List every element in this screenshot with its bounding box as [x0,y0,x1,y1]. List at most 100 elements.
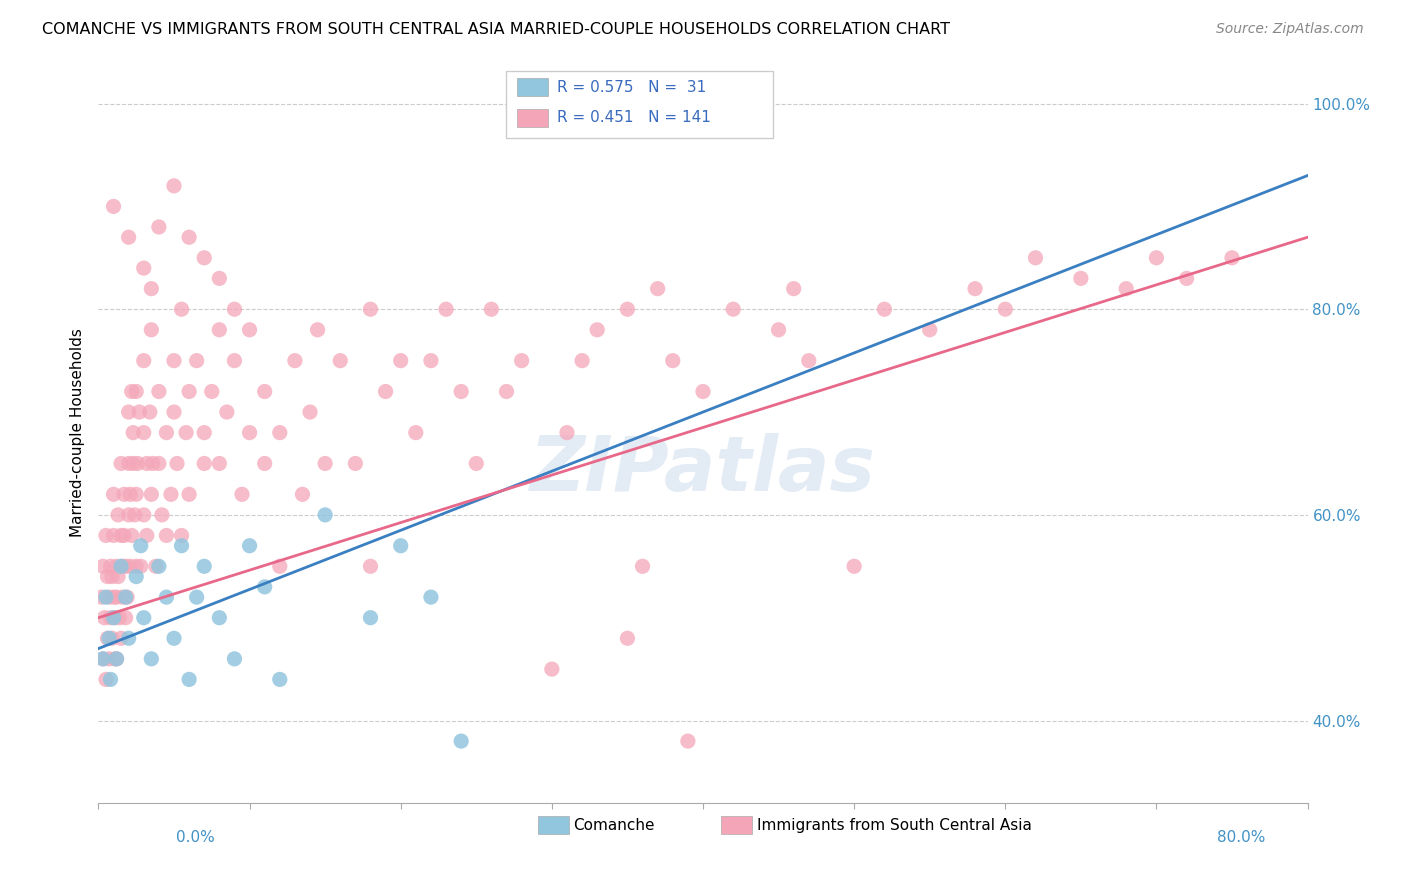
Point [193,457,215,471]
Point [129,559,152,574]
Point [420,353,443,368]
Point [965,282,987,296]
Point [360,302,382,317]
Point [150,508,173,522]
Point [148,559,170,574]
Point [768,323,790,337]
Point [98,632,121,646]
Point [121,528,143,542]
Point [94,528,117,542]
Point [120,487,142,501]
Point [314,457,336,471]
Point [783,282,806,296]
Point [179,230,201,244]
Point [118,457,141,471]
Point [103,199,125,213]
Point [101,632,124,646]
Point [163,405,186,419]
Point [174,425,197,440]
Point [100,673,122,687]
Point [114,590,136,604]
Point [994,302,1017,317]
Point [135,528,157,542]
Point [1115,282,1137,296]
Point [98,590,121,604]
Point [723,302,745,317]
Point [110,632,132,646]
Point [93,611,115,625]
Point [647,282,669,296]
Point [107,508,129,522]
Point [299,405,322,419]
Text: 0.0%: 0.0% [176,830,215,845]
Point [103,487,125,501]
Point [163,632,186,646]
Point [110,457,132,471]
Point [918,323,941,337]
Point [1024,251,1046,265]
Point [90,590,112,604]
Point [112,528,135,542]
Point [201,384,224,399]
Point [374,384,396,399]
Point [495,384,517,399]
Point [111,559,134,574]
Point [115,590,138,604]
Point [284,353,307,368]
Point [692,384,714,399]
Point [540,662,562,676]
Point [571,353,593,368]
Point [1146,251,1168,265]
Point [127,457,149,471]
Point [129,539,152,553]
Point [132,425,155,440]
Point [253,580,276,594]
Point [1175,271,1198,285]
Point [269,673,291,687]
Point [616,632,638,646]
Y-axis label: Married-couple Households: Married-couple Households [69,328,84,537]
Point [114,611,136,625]
Point [108,611,131,625]
Point [125,559,148,574]
Point [105,559,128,574]
Point [179,673,201,687]
Point [481,302,503,317]
Point [105,590,128,604]
Text: ZIPatlas: ZIPatlas [530,433,876,507]
Point [253,384,276,399]
Point [676,734,699,748]
Point [91,652,114,666]
Point [465,457,488,471]
Point [307,323,329,337]
Point [555,425,578,440]
Point [91,652,114,666]
Point [125,487,148,501]
Point [163,178,186,193]
Point [105,652,128,666]
Point [269,559,291,574]
Point [434,302,457,317]
Point [170,528,193,542]
Text: Immigrants from South Central Asia: Immigrants from South Central Asia [756,818,1032,832]
Text: COMANCHE VS IMMIGRANTS FROM SOUTH CENTRAL ASIA MARRIED-COUPLE HOUSEHOLDS CORRELA: COMANCHE VS IMMIGRANTS FROM SOUTH CENTRA… [42,22,950,37]
Point [118,508,141,522]
Point [122,457,145,471]
Point [112,487,135,501]
Point [360,559,382,574]
Text: Source: ZipAtlas.com: Source: ZipAtlas.com [1216,22,1364,37]
Point [141,487,163,501]
Point [208,611,231,625]
Point [94,590,117,604]
Point [94,673,117,687]
Point [148,384,170,399]
Point [329,353,352,368]
Point [1070,271,1092,285]
Point [100,611,122,625]
Point [104,652,127,666]
Point [120,559,142,574]
Point [114,559,136,574]
Point [231,487,253,501]
Point [193,559,215,574]
Point [360,611,382,625]
